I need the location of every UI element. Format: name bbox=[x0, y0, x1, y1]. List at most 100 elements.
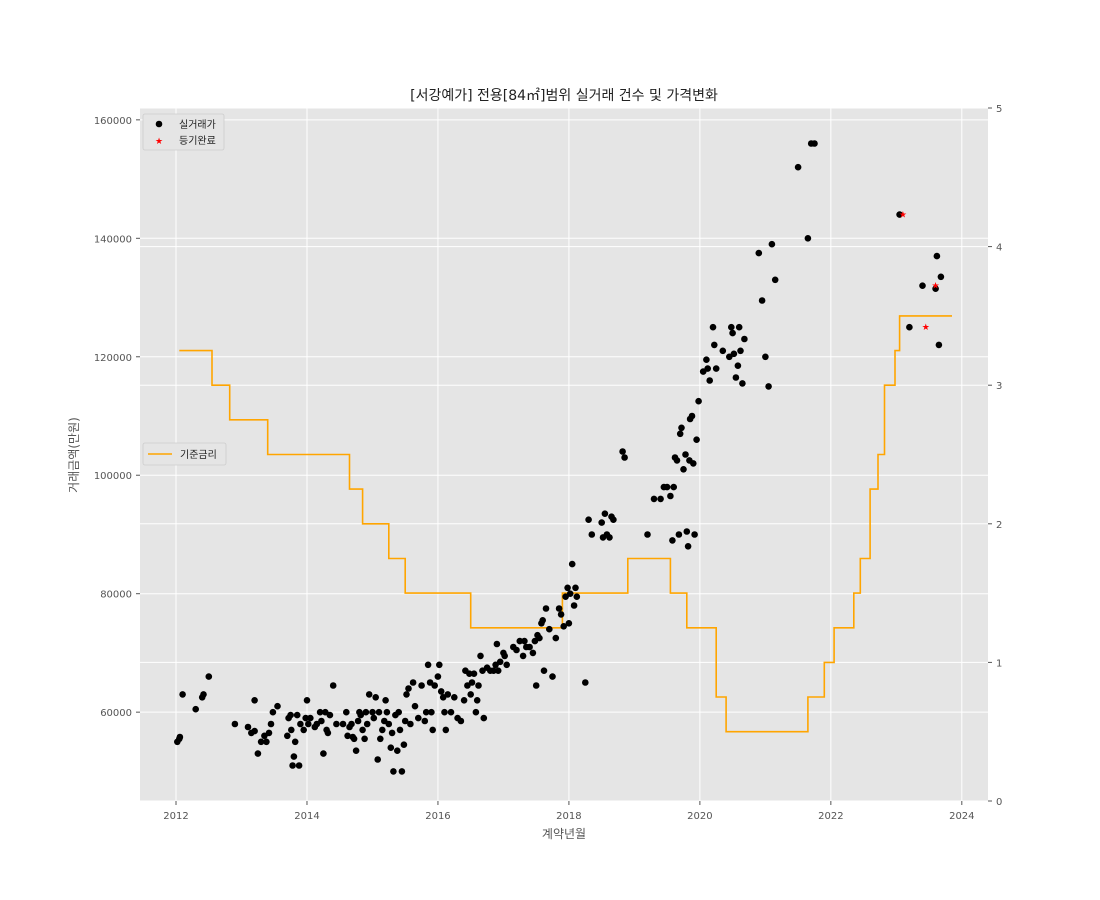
x-tick-label: 2016 bbox=[425, 811, 450, 822]
trade-point bbox=[501, 652, 509, 660]
trade-point bbox=[734, 362, 742, 370]
trade-point bbox=[424, 661, 432, 669]
trade-point bbox=[490, 667, 497, 674]
trade-point bbox=[401, 717, 409, 725]
trade-point bbox=[735, 323, 743, 331]
trade-point bbox=[192, 705, 199, 713]
trade-point bbox=[307, 714, 314, 722]
trade-point bbox=[526, 643, 533, 651]
trade-point bbox=[395, 708, 403, 716]
points-layer bbox=[174, 140, 945, 775]
trade-point bbox=[570, 602, 578, 609]
trade-point bbox=[732, 374, 740, 381]
trade-point bbox=[437, 688, 445, 695]
trade-point bbox=[585, 516, 592, 523]
trade-point bbox=[519, 652, 527, 660]
trade-point bbox=[610, 516, 617, 523]
legend-marker-registered: ★ bbox=[155, 137, 163, 147]
trade-point bbox=[919, 282, 926, 290]
trade-point bbox=[396, 726, 404, 734]
trade-point bbox=[363, 720, 371, 728]
trade-point bbox=[755, 249, 763, 257]
legend-lower-box bbox=[142, 442, 227, 466]
trade-point bbox=[503, 661, 511, 669]
trade-point bbox=[382, 697, 389, 704]
trade-point bbox=[457, 717, 465, 725]
x-tick-label: 2020 bbox=[687, 811, 712, 822]
trade-point bbox=[737, 347, 744, 355]
rate-layer bbox=[179, 315, 952, 733]
y-tick-label: 140000 bbox=[94, 234, 132, 245]
trade-point bbox=[542, 605, 550, 612]
y2-tick-label: 1 bbox=[996, 658, 1002, 669]
trade-point bbox=[676, 430, 684, 438]
legend-label-trade: 실거래가 bbox=[179, 119, 216, 131]
trade-point bbox=[329, 682, 337, 689]
trade-point bbox=[475, 682, 482, 689]
trade-point bbox=[460, 697, 468, 704]
trade-point bbox=[377, 735, 384, 743]
trade-point bbox=[390, 768, 397, 775]
trade-point bbox=[568, 560, 576, 568]
trade-point bbox=[289, 762, 296, 769]
legend-marker-trade bbox=[155, 120, 163, 128]
trade-point bbox=[549, 673, 556, 680]
trade-point bbox=[421, 717, 429, 725]
trade-point bbox=[324, 729, 332, 737]
trade-point bbox=[429, 726, 437, 734]
trade-point bbox=[441, 708, 448, 716]
trade-point bbox=[290, 753, 298, 760]
trade-point bbox=[564, 584, 571, 592]
trade-point bbox=[231, 720, 239, 728]
trade-point bbox=[274, 702, 281, 710]
y2-tick-label: 0 bbox=[996, 797, 1002, 808]
trade-point bbox=[383, 708, 391, 716]
trade-point bbox=[375, 708, 383, 716]
trade-point bbox=[388, 729, 396, 737]
trade-point bbox=[739, 380, 746, 387]
trade-point bbox=[669, 537, 676, 544]
trade-point bbox=[251, 697, 258, 704]
trade-point bbox=[552, 634, 560, 642]
trade-point bbox=[269, 708, 277, 716]
trade-point bbox=[305, 720, 312, 728]
trade-point bbox=[370, 714, 378, 722]
trade-point bbox=[418, 682, 425, 689]
trade-point bbox=[532, 682, 540, 689]
trade-point bbox=[343, 708, 350, 716]
trade-point bbox=[496, 658, 504, 666]
trade-point bbox=[758, 297, 766, 304]
trade-point bbox=[663, 483, 671, 491]
trade-point bbox=[251, 727, 258, 735]
trade-point bbox=[254, 750, 262, 757]
stars-layer: ★ ★ ★ bbox=[899, 211, 940, 334]
trade-point bbox=[293, 711, 301, 719]
trade-point bbox=[675, 531, 683, 538]
trade-point bbox=[690, 460, 697, 467]
trade-point bbox=[318, 717, 325, 725]
x-tick-label: 2024 bbox=[949, 811, 974, 822]
trade-point bbox=[566, 590, 574, 597]
trade-point bbox=[477, 652, 484, 660]
trade-point bbox=[361, 735, 368, 743]
trade-point bbox=[678, 424, 685, 432]
trade-point bbox=[374, 756, 382, 763]
trade-point bbox=[403, 691, 410, 698]
trade-point bbox=[470, 670, 478, 677]
trade-point bbox=[794, 163, 802, 171]
trade-point bbox=[295, 762, 303, 769]
trade-point bbox=[657, 495, 664, 503]
trade-point bbox=[932, 285, 939, 293]
trade-point bbox=[601, 510, 609, 517]
trade-point bbox=[348, 720, 355, 728]
y2-tick-label: 5 bbox=[996, 104, 1002, 115]
trade-point bbox=[339, 720, 347, 728]
trade-point bbox=[431, 682, 439, 689]
trade-point bbox=[320, 750, 327, 757]
trade-point bbox=[398, 768, 406, 775]
legend-upper: 실거래가 ★ 등기완료 bbox=[142, 113, 225, 151]
x-tick-label: 2018 bbox=[556, 811, 581, 822]
trade-point bbox=[771, 276, 779, 284]
trade-point bbox=[436, 661, 443, 669]
trade-point bbox=[359, 726, 366, 734]
